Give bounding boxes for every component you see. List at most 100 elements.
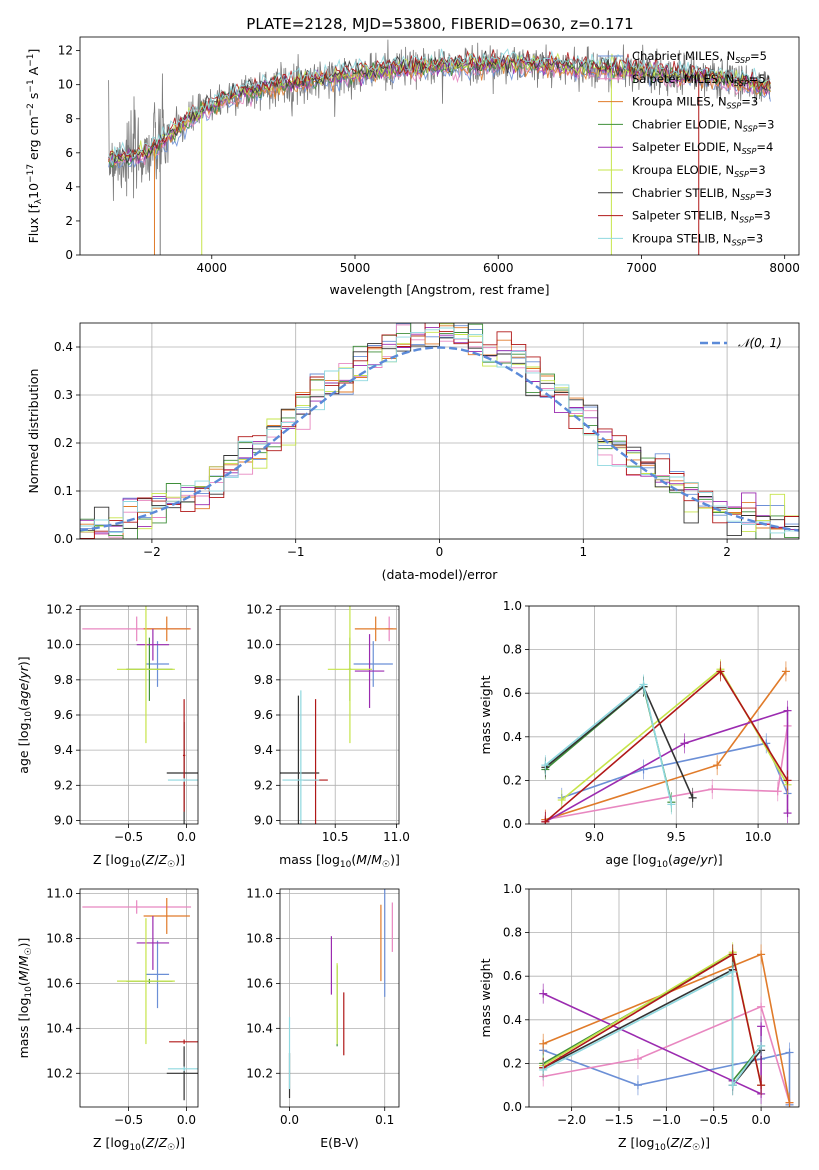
x-tick-label: 9.0 — [585, 830, 604, 844]
y-tick-label: 10.6 — [246, 976, 273, 990]
label-part: erg cm — [26, 116, 41, 164]
x-tick-label: 10.0 — [745, 830, 772, 844]
y-axis-label: Normed distribution — [26, 369, 41, 494]
y-tick-label: 10.2 — [46, 1066, 73, 1080]
y-axis-label: Flux [fλ10−17 erg cm−2 s−1 A−1] — [26, 49, 44, 244]
legend-label-main: Salpeter STELIB, N — [632, 209, 739, 223]
label-part: / — [679, 1135, 684, 1150]
legend-label: Chabrier MILES, NSSP=5 — [632, 49, 767, 65]
label-part: / — [154, 852, 159, 867]
legend-label-main: Salpeter MILES, N — [632, 72, 734, 86]
legend-label-sub: SSP — [743, 124, 758, 133]
x-axis-label: Z [log10(Z/Z☉)] — [93, 1135, 185, 1153]
label-part: )] — [390, 852, 400, 867]
x-tick-label: 11.0 — [383, 830, 410, 844]
legend-label-main: Kroupa MILES, N — [632, 95, 727, 109]
x-tick-label: 2 — [723, 545, 731, 559]
legend-label-main: Chabrier ELODIE, N — [632, 117, 743, 131]
y-tick-label: 0.2 — [503, 1056, 522, 1070]
label-part: / — [16, 678, 31, 683]
label-part: ] — [26, 49, 41, 54]
label-part: ( — [666, 1135, 671, 1150]
legend-label-tail: =4 — [756, 140, 773, 154]
legend-label-tail: =3 — [758, 117, 775, 131]
label-part: −2 — [26, 103, 36, 116]
legend-label-tail: =3 — [749, 163, 766, 177]
legend-label-tail: =3 — [746, 231, 763, 245]
weight-line-chabrier-miles — [561, 742, 789, 799]
x-tick-label: −2 — [143, 545, 161, 559]
y-tick-label: 0.6 — [503, 969, 522, 983]
legend-label: 𝒩(0, 1) — [738, 336, 782, 350]
axes-mass-vs-Z: −0.5 0.010.210.410.610.811.0Z [log10(Z/Z☉… — [16, 886, 199, 1153]
axes-frame — [79, 605, 199, 825]
y-tick-label: 10.4 — [246, 1021, 273, 1035]
label-part: 10 — [340, 860, 352, 870]
label-part: ☉ — [167, 860, 175, 870]
model-line-salpeter-stelib — [108, 48, 771, 162]
legend-label-sub: SSP — [732, 238, 747, 247]
legend-label-tail: =5 — [750, 49, 767, 63]
errorbar-plot — [82, 606, 198, 824]
label-part: 10 — [654, 1143, 666, 1153]
weight-line-salpeter-miles — [543, 1005, 791, 1103]
label-part: / — [367, 852, 372, 867]
y-tick-label: 10.6 — [46, 976, 73, 990]
legend-label: Kroupa STELIB, NSSP=3 — [632, 231, 763, 247]
y-tick-label: 0.1 — [54, 484, 73, 498]
label-part: 10 — [24, 986, 34, 998]
x-tick-label: −1.0 — [652, 1113, 681, 1127]
label-part: 10 — [657, 860, 669, 870]
weight-line-kroupa-stelib — [542, 970, 762, 1088]
label-part: age [log — [605, 852, 656, 867]
label-part: / — [154, 1135, 159, 1150]
legend-label-sub: SSP — [739, 216, 754, 225]
y-tick-label: 0.4 — [503, 1013, 522, 1027]
legend-label-main: Kroupa ELODIE, N — [632, 163, 734, 177]
label-part: / — [696, 852, 701, 867]
x-axis-label: E(B-V) — [320, 1135, 359, 1150]
histogram-kroupa-stelib — [80, 327, 799, 539]
label-part: ( — [16, 706, 31, 711]
label-part: age — [16, 683, 31, 707]
label-part: mass [log — [16, 998, 31, 1059]
x-tick-label: 0.0 — [280, 1113, 299, 1127]
legend-label-main: Salpeter ELODIE, N — [632, 140, 742, 154]
y-tick-label: 0.2 — [503, 773, 522, 787]
y-tick-label: 11.0 — [246, 886, 273, 900]
x-axis-label: age [log10(age/yr)] — [605, 852, 722, 870]
x-tick-label: 7000 — [626, 261, 657, 275]
label-part: M — [16, 970, 31, 981]
histogram-kroupa-elodie — [80, 323, 799, 539]
x-tick-label: −0.5 — [114, 830, 143, 844]
y-tick-label: 6 — [65, 146, 73, 160]
label-part: M — [356, 852, 367, 867]
label-part: 10 — [129, 860, 141, 870]
label-part: 10 — [129, 1143, 141, 1153]
label-part: ☉ — [382, 860, 390, 870]
x-tick-label: −1 — [287, 545, 305, 559]
axes-weight-vs-age: 9.0 9.5 10.0 0.0 0.2 0.4 0.6 0.8 1.0 age [log10(a… — [478, 599, 800, 870]
y-tick-label: 0.4 — [503, 730, 522, 744]
y-tick-label: 9.0 — [54, 813, 73, 827]
normal-curve — [80, 346, 799, 532]
y-tick-label: 0.0 — [503, 817, 522, 831]
label-part: 10 — [26, 183, 41, 199]
y-axis-label: mass weight — [478, 675, 493, 754]
y-tick-label: 10.0 — [46, 638, 73, 652]
legend-label-main: Chabrier MILES, N — [632, 49, 735, 63]
label-part: ( — [141, 1135, 146, 1150]
y-tick-label: 10 — [58, 78, 73, 92]
axes-mass-vs-EBV: 0.0 0.1 10.2 10.4 10.6 10.8 11.0 E(B-V) — [246, 886, 400, 1150]
legend-label: Kroupa ELODIE, NSSP=3 — [632, 163, 766, 179]
y-tick-label: 9.6 — [254, 708, 273, 722]
x-tick-label: −0.5 — [114, 1113, 143, 1127]
label-part: Z [log — [93, 852, 129, 867]
axes-residuals: −2 −1 0 1 2 0.0 0.1 0.2 0.3 0.4 (data-model)/error… — [26, 322, 800, 582]
legend-label-sub: SSP — [735, 56, 750, 65]
axes-frame — [279, 605, 400, 825]
model-line-kroupa-stelib — [108, 48, 771, 166]
weight-line-salpeter-miles — [545, 725, 789, 821]
